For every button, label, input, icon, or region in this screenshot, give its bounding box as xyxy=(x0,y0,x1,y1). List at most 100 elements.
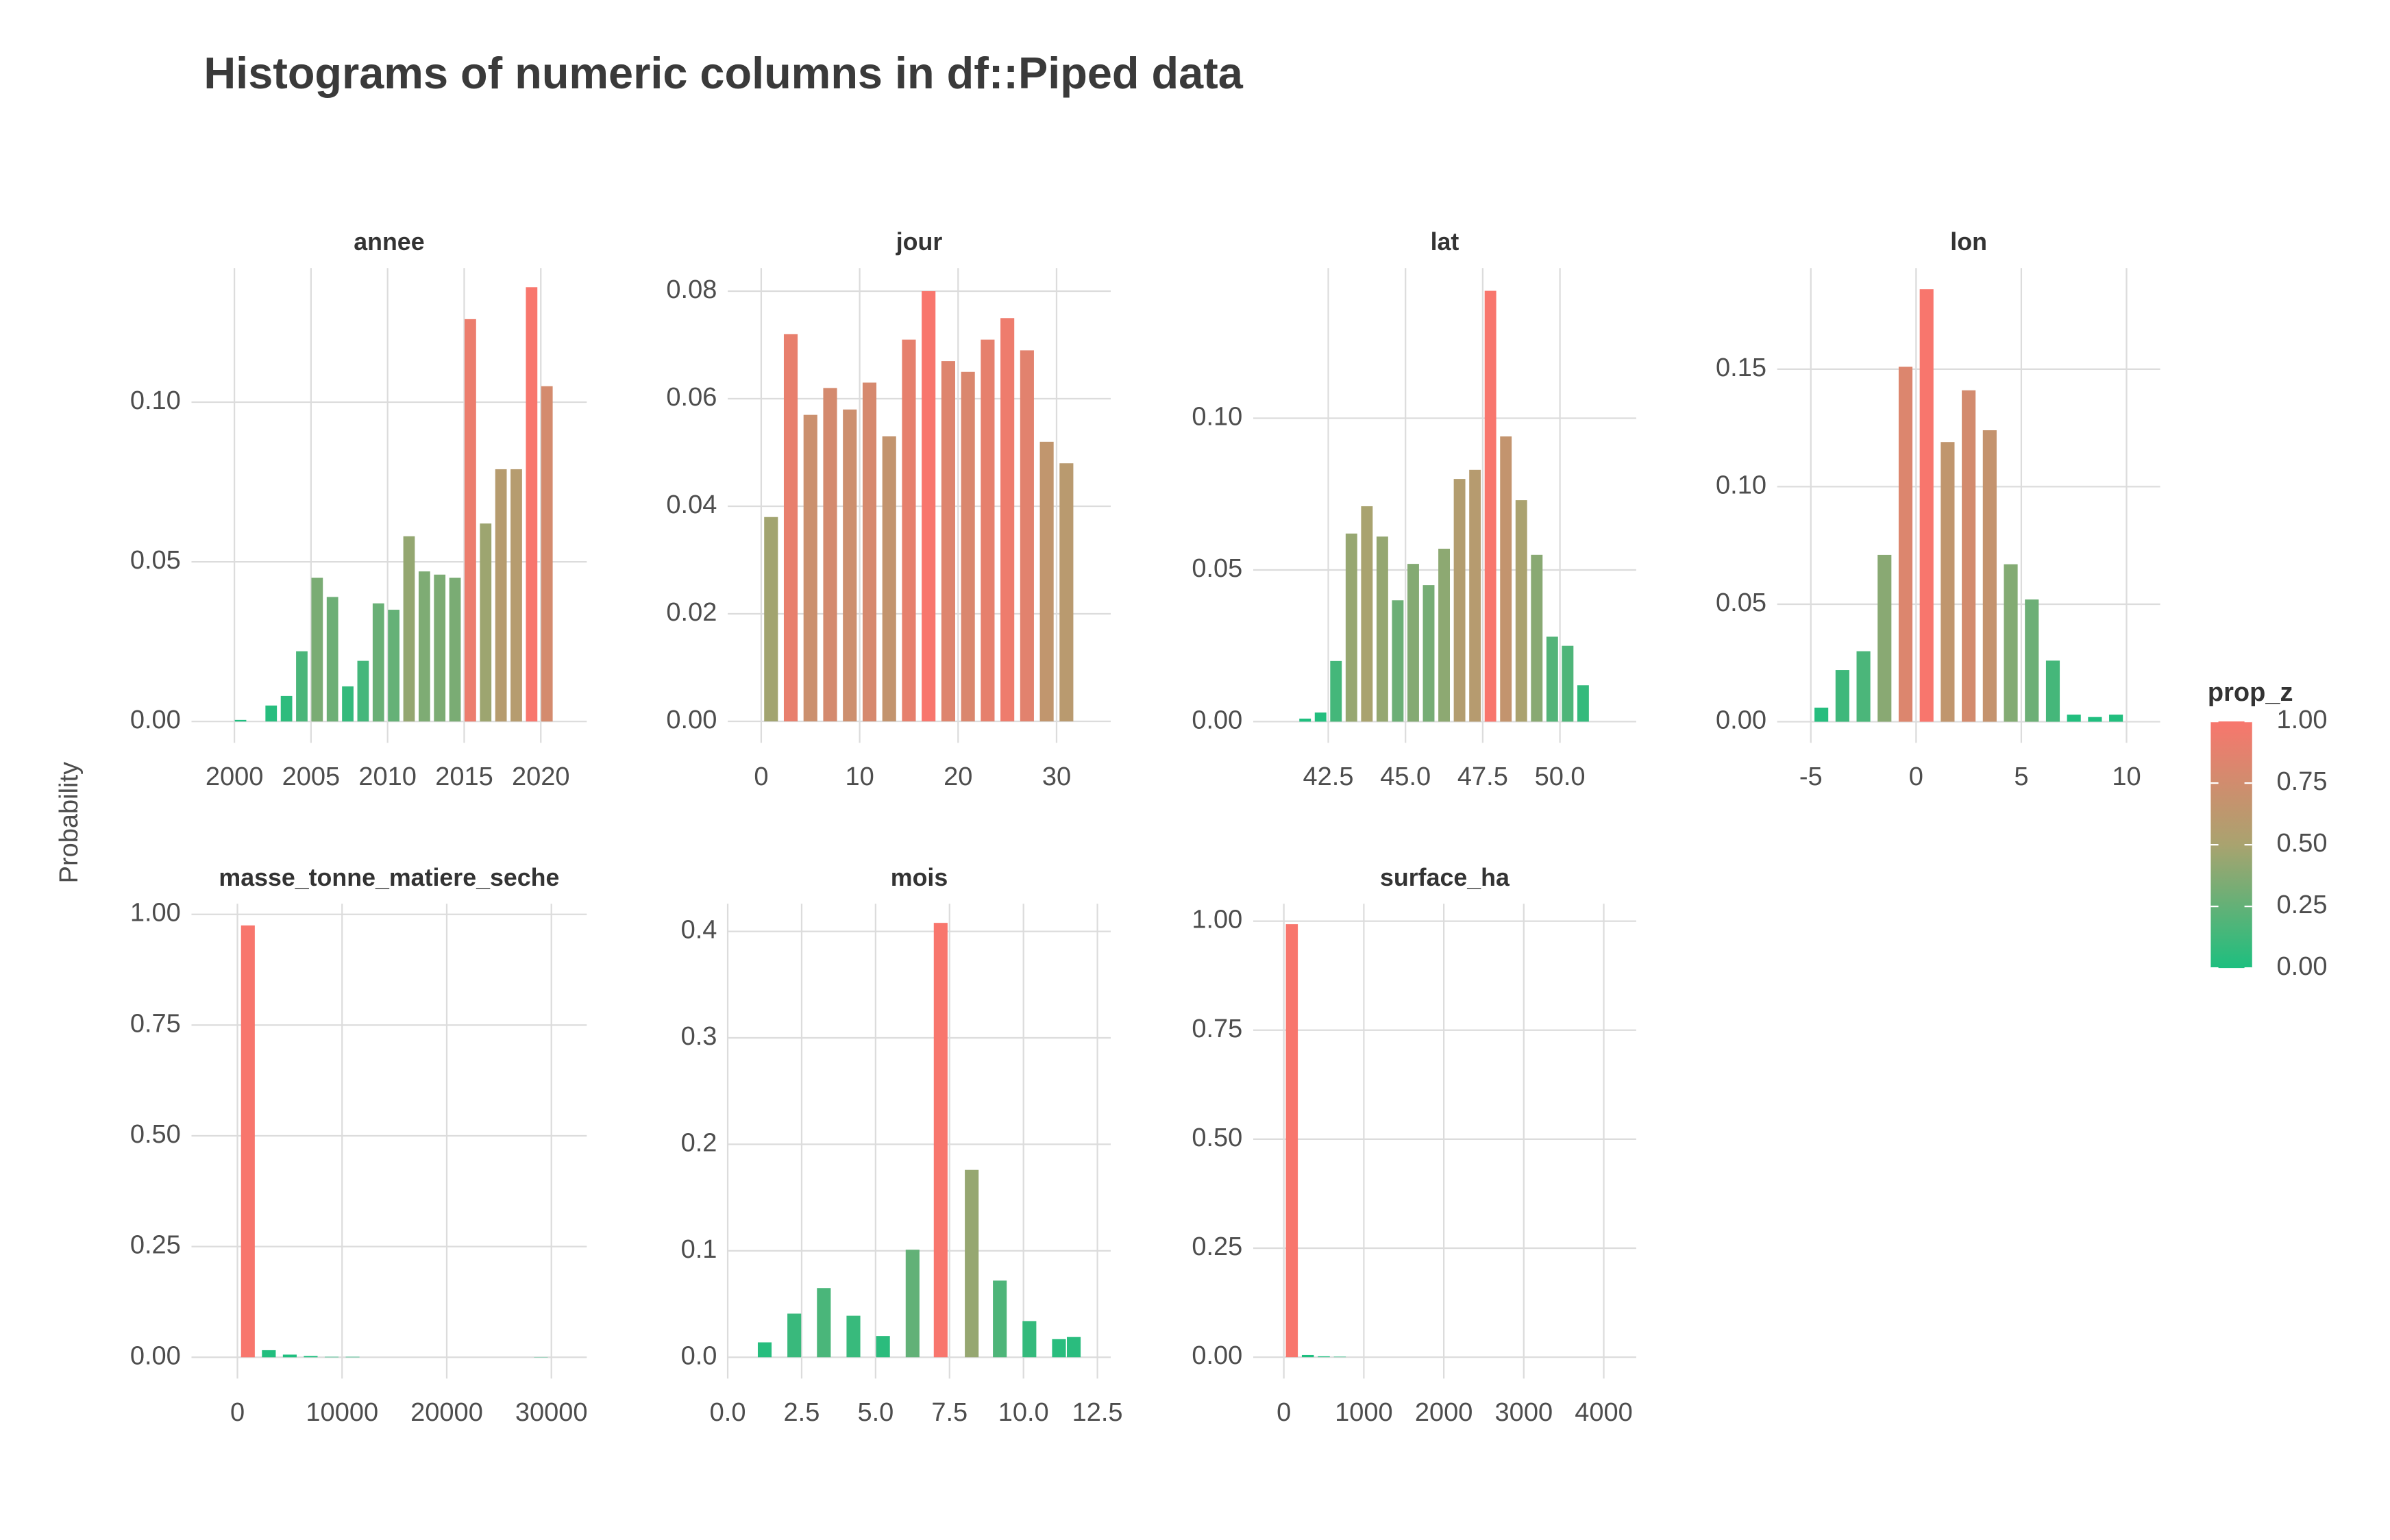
bar xyxy=(418,571,430,722)
x-tick-label: 10 xyxy=(845,762,874,791)
bar xyxy=(922,291,936,722)
bar xyxy=(933,923,948,1358)
y-tick-label: 0.05 xyxy=(1192,554,1242,583)
bar xyxy=(449,578,461,722)
y-tick-label: 0.50 xyxy=(130,1120,181,1149)
bar xyxy=(1919,289,1934,722)
bar xyxy=(1422,585,1435,722)
bar xyxy=(1052,1339,1066,1358)
bar xyxy=(843,409,857,722)
bar xyxy=(324,1356,339,1358)
legend-label: 1.00 xyxy=(2277,706,2328,734)
x-tick-label: 45.0 xyxy=(1380,762,1431,791)
y-tick-label: 0.25 xyxy=(130,1231,181,1260)
facet: mois 0.0 0.1 0.2 0.3 0.4 0.0 2.5 5.0 7.5 10.0 12.5 xyxy=(681,864,1123,1427)
bar xyxy=(241,925,255,1358)
bar xyxy=(280,695,293,722)
facet: surface_ha 0.00 0.25 0.50 0.75 1.00 0 1000 2000 3… xyxy=(1192,864,1636,1427)
bar xyxy=(326,597,338,722)
x-tick-label: 30 xyxy=(1042,762,1071,791)
bar xyxy=(434,574,446,722)
bar xyxy=(1856,651,1871,722)
bar xyxy=(1392,600,1404,722)
x-tick-label: 2.5 xyxy=(784,1398,820,1427)
bar xyxy=(403,536,415,722)
bar xyxy=(2067,715,2081,722)
bar xyxy=(1453,479,1466,722)
x-tick-label: 1000 xyxy=(1335,1398,1393,1427)
facet-title: lon xyxy=(1950,228,1987,256)
legend-label: 0.50 xyxy=(2277,829,2328,858)
y-tick-label: 0.00 xyxy=(666,706,717,734)
bar xyxy=(1962,390,1976,722)
bar xyxy=(265,705,278,722)
bar xyxy=(495,469,507,722)
y-tick-label: 0.75 xyxy=(1192,1015,1242,1043)
x-tick-label: 47.5 xyxy=(1457,762,1508,791)
y-tick-label: 0.05 xyxy=(1716,588,1766,617)
x-tick-label: 4000 xyxy=(1575,1398,1633,1427)
x-tick-label: 2000 xyxy=(206,762,264,791)
bar xyxy=(1301,1354,1314,1358)
facet: lon 0.00 0.05 0.10 0.15 -5 0 5 10 xyxy=(1716,228,2160,791)
bar xyxy=(1345,533,1357,722)
x-tick-label: 7.5 xyxy=(931,1398,968,1427)
bar xyxy=(787,1313,802,1358)
bar xyxy=(905,1250,920,1358)
bar xyxy=(876,1336,890,1358)
y-tick-label: 0.04 xyxy=(666,490,717,519)
bar xyxy=(902,339,916,722)
bar xyxy=(372,603,384,722)
bar xyxy=(2088,717,2102,722)
y-tick-label: 0.08 xyxy=(666,275,717,304)
bar xyxy=(1941,442,1955,722)
bar xyxy=(526,287,538,722)
x-tick-label: 30000 xyxy=(515,1398,588,1427)
bar xyxy=(1039,441,1054,722)
bar xyxy=(1314,712,1327,722)
bar xyxy=(1814,707,1829,722)
x-tick-label: 10 xyxy=(2112,762,2141,791)
facet-title: jour xyxy=(896,228,943,256)
bar xyxy=(757,1342,772,1358)
y-tick-label: 0.00 xyxy=(1192,1341,1242,1370)
x-tick-label: 0.0 xyxy=(710,1398,746,1427)
x-tick-label: 10000 xyxy=(306,1398,378,1427)
x-tick-label: 0 xyxy=(1277,1398,1291,1427)
bar xyxy=(1877,554,1892,722)
bar xyxy=(262,1350,276,1358)
bar xyxy=(1376,536,1388,722)
facet-title: annee xyxy=(354,228,424,256)
x-tick-label: 5.0 xyxy=(857,1398,894,1427)
y-tick-label: 0.3 xyxy=(681,1022,717,1051)
bar xyxy=(882,436,896,722)
y-tick-label: 0.06 xyxy=(666,383,717,412)
y-tick-label: 0.15 xyxy=(1716,353,1766,382)
bar xyxy=(2045,660,2060,722)
y-tick-label: 0.00 xyxy=(1192,706,1242,734)
x-tick-label: 0 xyxy=(754,762,768,791)
bar xyxy=(1515,500,1527,722)
bar xyxy=(1000,318,1015,722)
facet: annee 0.00 0.05 0.10 2000 2005 2010 2015 2020 xyxy=(130,228,587,791)
y-tick-label: 0.2 xyxy=(681,1128,717,1157)
bar xyxy=(764,517,778,722)
bar xyxy=(345,1356,360,1358)
bar xyxy=(965,1169,979,1358)
bar xyxy=(388,610,400,722)
y-axis-label: Probability xyxy=(55,762,84,883)
y-tick-label: 0.1 xyxy=(681,1235,717,1264)
y-tick-label: 0.10 xyxy=(1716,471,1766,499)
bar xyxy=(823,388,837,722)
x-tick-label: 20 xyxy=(944,762,972,791)
bar xyxy=(1484,290,1496,722)
bar xyxy=(1333,1356,1346,1358)
bar xyxy=(342,686,354,722)
y-tick-label: 0.0 xyxy=(681,1341,717,1370)
bar xyxy=(357,660,369,722)
bar xyxy=(465,319,476,722)
bar xyxy=(1285,924,1298,1358)
facet-title: mois xyxy=(891,864,948,891)
y-tick-label: 0.50 xyxy=(1192,1123,1242,1152)
